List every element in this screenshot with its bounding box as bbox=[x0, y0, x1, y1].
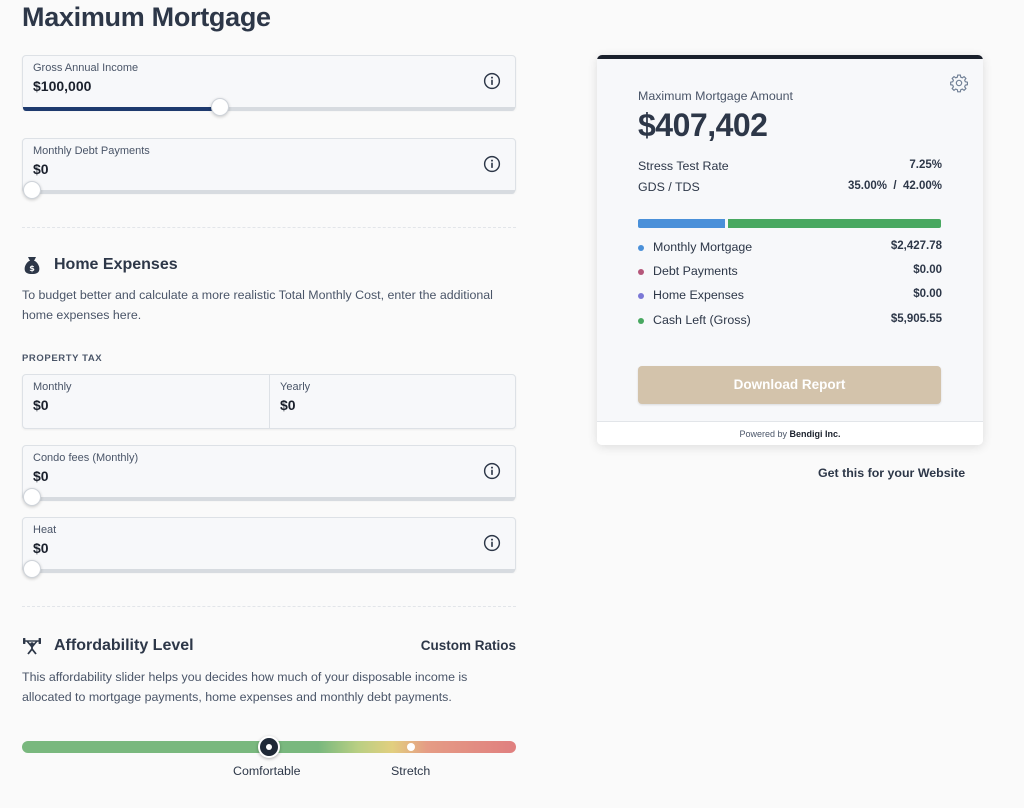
heat-field[interactable]: Heat $0 bbox=[22, 517, 516, 578]
heat-slider-track[interactable] bbox=[23, 560, 515, 578]
property-tax-monthly-value[interactable]: $0 bbox=[33, 397, 49, 413]
gds-tds-row: GDS / TDS 35.00% / 42.00% bbox=[638, 180, 942, 198]
legend-value: $0.00 bbox=[913, 288, 942, 300]
property-tax-yearly-value[interactable]: $0 bbox=[280, 397, 296, 413]
custom-ratios-link[interactable]: Custom Ratios bbox=[420, 638, 516, 653]
stress-test-value: 7.25% bbox=[909, 159, 942, 171]
breakdown-bar-mortgage bbox=[638, 219, 725, 228]
gear-icon[interactable] bbox=[949, 73, 969, 93]
heat-value[interactable]: $0 bbox=[33, 540, 49, 556]
max-mortgage-amount: $407,402 bbox=[638, 107, 768, 143]
breakdown-bar-cash-left bbox=[728, 219, 941, 228]
condo-fees-slider-thumb[interactable] bbox=[23, 488, 41, 506]
stress-test-label: Stress Test Rate bbox=[638, 159, 729, 173]
condo-fees-slider-track[interactable] bbox=[23, 488, 515, 506]
legend-item: Monthly Mortgage $2,427.78 bbox=[638, 240, 942, 258]
result-card-body: Maximum Mortgage Amount $407,402 Stress … bbox=[597, 59, 983, 445]
affordability-description: This affordability slider helps you deci… bbox=[22, 670, 468, 704]
page-title: Maximum Mortgage bbox=[22, 2, 271, 32]
condo-fees-field[interactable]: Condo fees (Monthly) $0 bbox=[22, 445, 516, 506]
heat-label: Heat bbox=[33, 524, 57, 536]
divider bbox=[22, 227, 516, 228]
powered-by-brand[interactable]: Bendigi Inc. bbox=[789, 429, 841, 439]
income-value[interactable]: $100,000 bbox=[33, 78, 92, 94]
affordability-slider-thumb[interactable] bbox=[258, 736, 280, 758]
property-tax-monthly-label: Monthly bbox=[33, 381, 72, 393]
powered-by: Powered by Bendigi Inc. bbox=[597, 421, 983, 445]
svg-text:$: $ bbox=[29, 264, 35, 273]
max-mortgage-label: Maximum Mortgage Amount bbox=[638, 89, 793, 103]
legend-value: $0.00 bbox=[913, 264, 942, 276]
condo-fees-value[interactable]: $0 bbox=[33, 468, 49, 484]
legend-label: Monthly Mortgage bbox=[653, 240, 753, 254]
property-tax-yearly[interactable]: Yearly $0 bbox=[269, 375, 515, 428]
income-slider-track[interactable] bbox=[23, 98, 515, 116]
home-expenses-description: To budget better and calculate a more re… bbox=[22, 288, 493, 322]
legend-label: Home Expenses bbox=[653, 288, 744, 302]
heat-slider-thumb[interactable] bbox=[23, 560, 41, 578]
income-label: Gross Annual Income bbox=[33, 62, 139, 74]
debt-slider-track[interactable] bbox=[23, 181, 515, 199]
download-report-button[interactable]: Download Report bbox=[638, 366, 941, 404]
powered-by-prefix: Powered by bbox=[739, 429, 787, 439]
divider bbox=[22, 606, 516, 607]
weightlifter-icon bbox=[23, 638, 41, 655]
legend-label: Cash Left (Gross) bbox=[653, 313, 751, 327]
stretch-marker bbox=[407, 743, 415, 751]
debt-slider-thumb[interactable] bbox=[23, 181, 41, 199]
legend-dot bbox=[638, 269, 644, 275]
legend-dot bbox=[638, 245, 644, 251]
stretch-label: Stretch bbox=[391, 764, 431, 778]
gds-tds-value: 35.00% / 42.00% bbox=[848, 180, 942, 192]
legend-item: Home Expenses $0.00 bbox=[638, 288, 942, 306]
legend-label: Debt Payments bbox=[653, 264, 738, 278]
property-tax-field: Monthly $0 Yearly $0 bbox=[22, 374, 516, 429]
breakdown-bar bbox=[638, 219, 941, 228]
income-slider-fill bbox=[23, 107, 220, 111]
debt-label: Monthly Debt Payments bbox=[33, 145, 150, 157]
property-tax-monthly[interactable]: Monthly $0 bbox=[23, 375, 269, 428]
legend-item: Cash Left (Gross) $5,905.55 bbox=[638, 313, 942, 331]
info-icon[interactable] bbox=[483, 72, 501, 90]
legend-dot bbox=[638, 293, 644, 299]
info-icon[interactable] bbox=[483, 462, 501, 480]
get-this-link[interactable]: Get this for your Website bbox=[818, 466, 966, 480]
legend-dot bbox=[638, 318, 644, 324]
debt-value[interactable]: $0 bbox=[33, 161, 49, 177]
condo-fees-label: Condo fees (Monthly) bbox=[33, 452, 139, 464]
debt-field[interactable]: Monthly Debt Payments $0 bbox=[22, 138, 516, 199]
legend-value: $5,905.55 bbox=[890, 313, 942, 325]
gds-tds-label: GDS / TDS bbox=[638, 180, 700, 194]
income-field[interactable]: Gross Annual Income $100,000 bbox=[22, 55, 516, 116]
affordability-title: Affordability Level bbox=[54, 637, 194, 654]
result-card: Maximum Mortgage Amount $407,402 Stress … bbox=[597, 55, 983, 445]
money-bag-icon: $ bbox=[24, 257, 40, 274]
home-expenses-title: Home Expenses bbox=[54, 256, 178, 273]
legend-value: $2,427.78 bbox=[890, 240, 942, 252]
property-tax-heading: PROPERTY TAX bbox=[22, 353, 103, 364]
property-tax-yearly-label: Yearly bbox=[280, 381, 311, 393]
income-slider-thumb[interactable] bbox=[210, 98, 229, 116]
info-icon[interactable] bbox=[483, 534, 501, 552]
legend-item: Debt Payments $0.00 bbox=[638, 264, 942, 282]
comfortable-label: Comfortable bbox=[233, 764, 301, 778]
info-icon[interactable] bbox=[483, 155, 501, 173]
stress-test-row: Stress Test Rate 7.25% bbox=[638, 159, 942, 177]
